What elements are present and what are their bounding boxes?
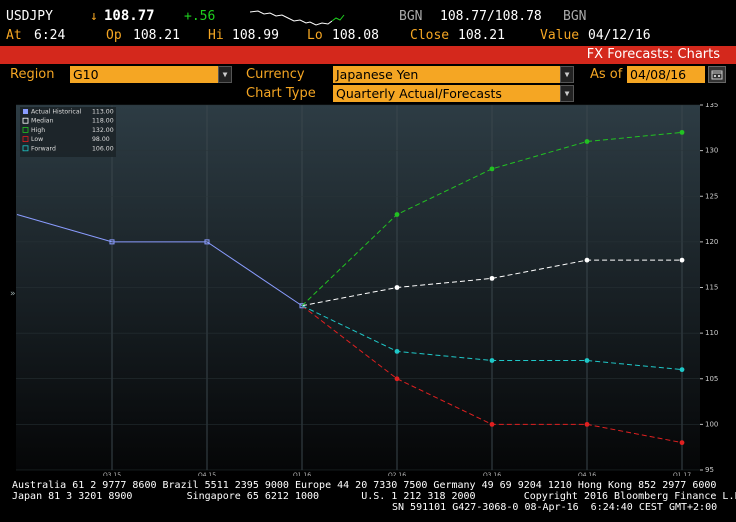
footer-contacts-1: Australia 61 2 9777 8600 Brazil 5511 239… xyxy=(12,480,717,491)
fx-forecast-chart: Q3 15 Q4 15 Q1 16 Q2 16 Q3 16 Q4 16 Q1 17 95 100… xyxy=(10,103,718,476)
data-point xyxy=(394,285,400,290)
high-label: Hi xyxy=(208,28,224,43)
legend: Actual Historical 113.00 Median 118.00 High 1… xyxy=(20,107,116,157)
legend-entry-name: Median xyxy=(31,118,54,125)
x-tick-label: Q1 16 xyxy=(293,472,311,476)
legend-entry-value: 118.00 xyxy=(92,118,114,125)
legend-entry-value: 113.00 xyxy=(92,109,114,116)
close-value: 108.21 xyxy=(458,28,505,43)
data-point xyxy=(489,421,495,427)
legend-swatch xyxy=(22,136,29,142)
at-time: 6:24 xyxy=(34,28,66,43)
price-source: BGN xyxy=(399,9,423,24)
currency-field[interactable]: Japanese Yen xyxy=(333,66,560,83)
y-tick-label: 130 xyxy=(705,147,718,155)
data-point xyxy=(584,139,590,144)
data-point xyxy=(489,166,495,172)
footer-session: SN 591101 G427-3068-0 08-Apr-16 6:24:40 … xyxy=(392,502,718,513)
data-point xyxy=(584,358,590,363)
x-tick-label: Q1 17 xyxy=(673,472,691,476)
y-tick-label: 135 xyxy=(705,103,718,109)
bid-ask: 108.77/108.78 xyxy=(440,9,542,24)
value-label: Value xyxy=(540,28,580,43)
last-price: 108.77 xyxy=(104,8,155,24)
axis-ticks: Q3 15 Q4 15 Q1 16 Q2 16 Q3 16 Q4 16 Q1 17 95 100… xyxy=(103,103,718,476)
legend-box xyxy=(20,107,116,157)
data-point xyxy=(584,421,590,427)
data-point xyxy=(394,212,400,217)
ticker-row: USDJPY xyxy=(6,9,53,24)
data-point xyxy=(489,275,495,281)
series-line xyxy=(16,214,303,307)
legend-swatch xyxy=(22,145,29,152)
legend-entry-name: Low xyxy=(31,136,43,143)
price-change: +.56 xyxy=(184,9,216,24)
legend-entry-value: 106.00 xyxy=(92,145,114,152)
data-point xyxy=(109,239,115,245)
expand-arrow-icon[interactable]: » xyxy=(10,289,16,299)
chevron-down-icon[interactable]: ▼ xyxy=(560,85,574,102)
x-tick-label: Q2 16 xyxy=(388,472,406,476)
at-label: At xyxy=(6,28,22,43)
value-date: 04/12/16 xyxy=(588,28,651,43)
legend-entry-value: 132.00 xyxy=(92,127,114,134)
region-label: Region xyxy=(10,67,55,82)
region-field[interactable]: G10 xyxy=(70,66,218,83)
data-point xyxy=(584,257,590,263)
low-value: 108.08 xyxy=(332,28,379,43)
chevron-down-icon[interactable]: ▼ xyxy=(560,66,574,83)
legend-swatch xyxy=(22,126,29,133)
chart-type-field[interactable]: Quarterly Actual/Forecasts xyxy=(333,85,560,102)
sparkline-icon xyxy=(250,10,345,26)
y-tick-label: 125 xyxy=(705,192,718,200)
x-tick-label: Q3 15 xyxy=(103,472,121,476)
as-of-label: As of xyxy=(590,67,623,82)
header-bar: FX Forecasts: Charts xyxy=(0,46,736,64)
data-point xyxy=(679,257,685,263)
open-value: 108.21 xyxy=(133,28,180,43)
data-point xyxy=(679,129,685,135)
legend-entry-value: 98.00 xyxy=(92,136,110,143)
as-of-date-field[interactable]: 04/08/16 xyxy=(627,66,705,83)
data-point xyxy=(679,367,685,373)
data-point xyxy=(679,440,685,446)
calendar-icon[interactable] xyxy=(708,66,726,83)
series-lines xyxy=(16,129,685,446)
x-tick-label: Q3 16 xyxy=(483,472,501,476)
ticker-symbol[interactable]: USDJPY xyxy=(6,9,53,24)
low-label: Lo xyxy=(307,28,323,43)
data-point xyxy=(394,376,400,382)
data-point xyxy=(394,348,400,354)
y-tick-label: 95 xyxy=(705,466,714,474)
open-label: Op xyxy=(106,28,122,43)
currency-label: Currency xyxy=(246,67,305,82)
legend-entry-name: Forward xyxy=(31,145,56,152)
y-tick-label: 105 xyxy=(705,375,718,383)
price-source-2: BGN xyxy=(563,9,587,24)
data-point xyxy=(204,239,210,245)
page-title: FX Forecasts: Charts xyxy=(586,47,720,62)
data-point xyxy=(489,358,495,363)
high-value: 108.99 xyxy=(232,28,279,43)
y-tick-label: 100 xyxy=(705,420,718,428)
legend-swatch xyxy=(23,109,28,114)
legend-entry-name: Actual Historical xyxy=(31,109,82,116)
down-arrow-icon: ↓ xyxy=(90,9,98,24)
legend-swatch xyxy=(22,117,29,124)
y-tick-label: 115 xyxy=(705,284,718,292)
x-tick-label: Q4 15 xyxy=(198,472,216,476)
chart-type-label: Chart Type xyxy=(246,86,316,101)
close-label: Close xyxy=(410,28,450,43)
x-tick-label: Q4 16 xyxy=(578,472,596,476)
y-tick-label: 110 xyxy=(705,329,718,337)
chevron-down-icon[interactable]: ▼ xyxy=(218,66,232,83)
footer-contacts-2: Japan 81 3 3201 8900 Singapore 65 6212 1… xyxy=(12,491,736,502)
legend-entry-name: High xyxy=(31,127,45,134)
y-tick-label: 120 xyxy=(705,238,718,246)
